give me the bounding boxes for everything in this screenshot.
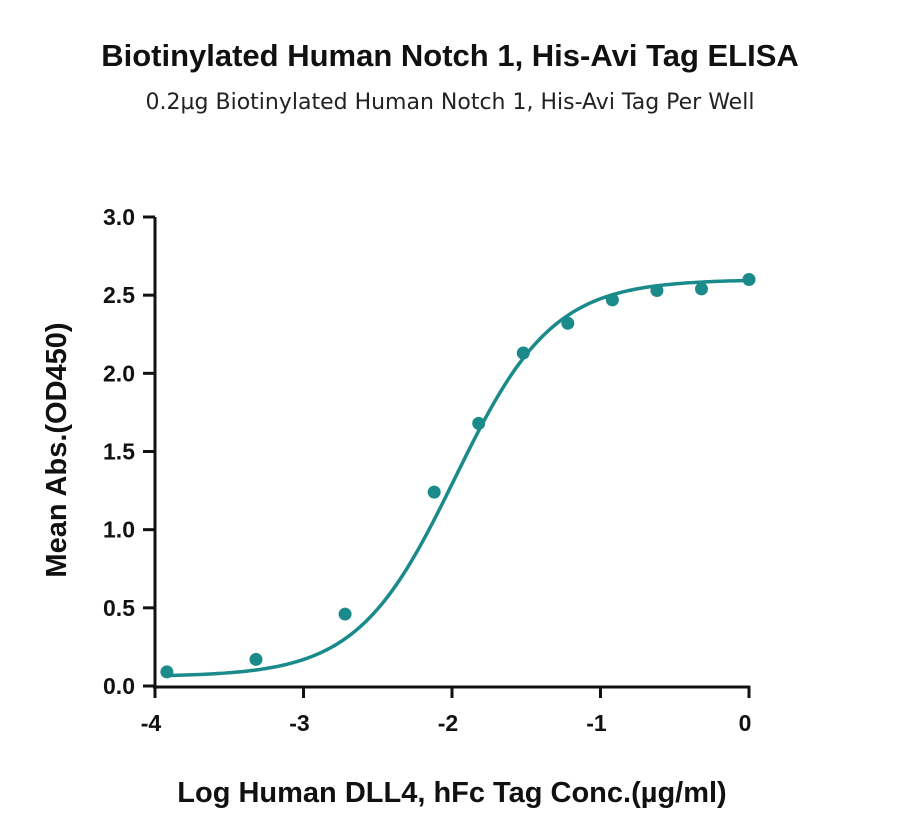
- y-tick-label: 1.5: [103, 439, 135, 465]
- data-point: [472, 416, 486, 430]
- data-point: [605, 293, 619, 307]
- x-tick-label: -3: [289, 710, 309, 736]
- y-tick-label: 1.0: [103, 517, 135, 543]
- x-tick-label: -2: [438, 710, 458, 736]
- ticks: 0.0 0.5 1.0 1.5 2.0 2.5 3.0 -4 -3 -2 -1 0: [103, 204, 751, 736]
- x-tick-label: 0: [739, 710, 752, 736]
- data-point: [561, 316, 575, 330]
- y-tick-label: 2.0: [103, 360, 135, 386]
- data-point: [338, 607, 352, 621]
- y-tick-label: 3.0: [103, 204, 135, 230]
- data-point: [742, 273, 756, 287]
- data-point: [249, 652, 263, 666]
- y-tick-label: 0.0: [103, 673, 135, 699]
- x-axis-label: Log Human DLL4, hFc Tag Conc.(µg/ml): [177, 777, 726, 809]
- data-point: [694, 282, 708, 296]
- x-tick-label: -4: [141, 710, 162, 736]
- chart-title: Biotinylated Human Notch 1, His-Avi Tag …: [101, 38, 799, 73]
- data-point: [516, 346, 530, 360]
- x-tick-label: -1: [586, 710, 607, 736]
- y-tick-label: 0.5: [103, 595, 135, 621]
- data-point: [427, 485, 441, 499]
- data-point: [160, 665, 174, 679]
- fit-curve: [166, 278, 750, 678]
- data-point: [650, 283, 664, 297]
- data-points: [160, 273, 756, 679]
- y-axis-label: Mean Abs.(OD450): [41, 322, 73, 577]
- chart-subtitle: 0.2µg Biotinylated Human Notch 1, His-Av…: [145, 90, 755, 115]
- y-tick-label: 2.5: [103, 282, 135, 308]
